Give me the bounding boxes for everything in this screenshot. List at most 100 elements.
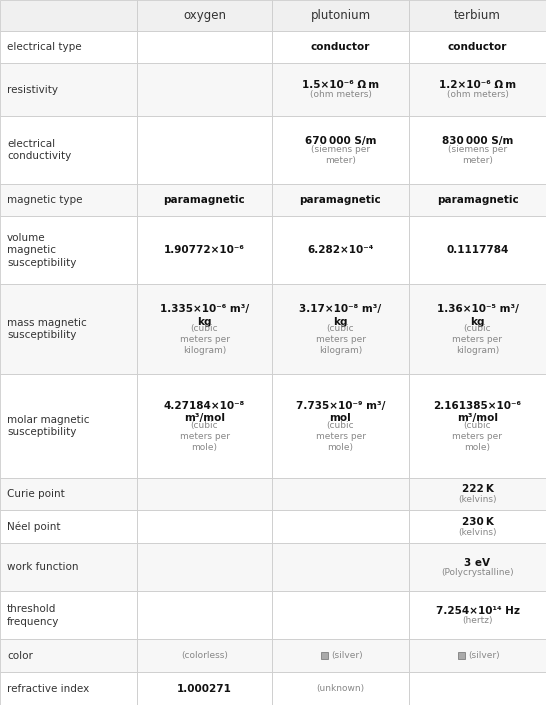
Text: terbium: terbium bbox=[454, 8, 501, 22]
Text: 222 K: 222 K bbox=[461, 484, 494, 494]
Text: paramagnetic: paramagnetic bbox=[437, 195, 518, 205]
Bar bbox=[137, 639, 272, 672]
Text: 230 K: 230 K bbox=[461, 517, 494, 527]
Bar bbox=[409, 30, 546, 63]
Text: refractive index: refractive index bbox=[7, 684, 89, 694]
Bar bbox=[0, 591, 137, 639]
Text: (kelvins): (kelvins) bbox=[458, 527, 497, 537]
Bar bbox=[409, 374, 546, 478]
Bar bbox=[137, 672, 272, 705]
Bar bbox=[409, 284, 546, 374]
Bar bbox=[272, 183, 409, 216]
Bar bbox=[321, 652, 328, 659]
Text: 6.282×10⁻⁴: 6.282×10⁻⁴ bbox=[307, 245, 373, 255]
Bar bbox=[0, 544, 137, 591]
Text: work function: work function bbox=[7, 563, 79, 572]
Text: (cubic
meters per
mole): (cubic meters per mole) bbox=[316, 421, 365, 452]
Text: 1.36×10⁻⁵ m³/
kg: 1.36×10⁻⁵ m³/ kg bbox=[437, 304, 519, 326]
Bar bbox=[0, 510, 137, 544]
Bar bbox=[409, 63, 546, 116]
Text: (silver): (silver) bbox=[468, 651, 500, 661]
Text: color: color bbox=[7, 651, 33, 661]
Bar bbox=[137, 510, 272, 544]
Text: (ohm meters): (ohm meters) bbox=[447, 90, 508, 99]
Text: conductor: conductor bbox=[448, 42, 507, 52]
Bar bbox=[0, 116, 137, 183]
Bar bbox=[272, 0, 409, 30]
Bar bbox=[137, 478, 272, 510]
Bar bbox=[409, 183, 546, 216]
Bar bbox=[272, 591, 409, 639]
Bar bbox=[137, 591, 272, 639]
Bar bbox=[409, 672, 546, 705]
Text: (cubic
meters per
mole): (cubic meters per mole) bbox=[453, 421, 502, 452]
Text: volume
magnetic
susceptibility: volume magnetic susceptibility bbox=[7, 233, 76, 268]
Bar bbox=[409, 639, 546, 672]
Bar bbox=[0, 478, 137, 510]
Text: (cubic
meters per
kilogram): (cubic meters per kilogram) bbox=[316, 324, 365, 355]
Text: (silver): (silver) bbox=[331, 651, 363, 661]
Bar bbox=[0, 639, 137, 672]
Bar bbox=[272, 374, 409, 478]
Text: 1.5×10⁻⁶ Ω m: 1.5×10⁻⁶ Ω m bbox=[302, 80, 379, 90]
Bar bbox=[272, 30, 409, 63]
Bar bbox=[0, 284, 137, 374]
Bar bbox=[409, 478, 546, 510]
Text: resistivity: resistivity bbox=[7, 85, 58, 94]
Text: 4.27184×10⁻⁸
m³/mol: 4.27184×10⁻⁸ m³/mol bbox=[164, 401, 245, 423]
Bar bbox=[0, 30, 137, 63]
Text: molar magnetic
susceptibility: molar magnetic susceptibility bbox=[7, 415, 90, 437]
Bar bbox=[0, 0, 137, 30]
Bar bbox=[137, 544, 272, 591]
Bar bbox=[458, 652, 465, 659]
Text: plutonium: plutonium bbox=[311, 8, 371, 22]
Text: paramagnetic: paramagnetic bbox=[300, 195, 381, 205]
Bar bbox=[409, 216, 546, 284]
Text: 3.17×10⁻⁸ m³/
kg: 3.17×10⁻⁸ m³/ kg bbox=[299, 304, 382, 326]
Text: threshold
frequency: threshold frequency bbox=[7, 604, 60, 627]
Text: oxygen: oxygen bbox=[183, 8, 226, 22]
Text: 7.254×10¹⁴ Hz: 7.254×10¹⁴ Hz bbox=[436, 606, 519, 616]
Bar bbox=[272, 216, 409, 284]
Bar bbox=[137, 116, 272, 183]
Bar bbox=[137, 183, 272, 216]
Bar bbox=[137, 374, 272, 478]
Bar bbox=[272, 284, 409, 374]
Text: 1.000271: 1.000271 bbox=[177, 684, 232, 694]
Bar bbox=[137, 0, 272, 30]
Bar bbox=[272, 478, 409, 510]
Bar bbox=[272, 510, 409, 544]
Bar bbox=[137, 30, 272, 63]
Bar bbox=[272, 544, 409, 591]
Text: magnetic type: magnetic type bbox=[7, 195, 82, 205]
Text: (siemens per
meter): (siemens per meter) bbox=[311, 145, 370, 165]
Text: 3 eV: 3 eV bbox=[465, 558, 490, 568]
Text: 0.1117784: 0.1117784 bbox=[446, 245, 509, 255]
Bar bbox=[272, 63, 409, 116]
Text: (cubic
meters per
kilogram): (cubic meters per kilogram) bbox=[453, 324, 502, 355]
Text: conductor: conductor bbox=[311, 42, 370, 52]
Bar bbox=[409, 0, 546, 30]
Text: (cubic
meters per
kilogram): (cubic meters per kilogram) bbox=[180, 324, 229, 355]
Text: (cubic
meters per
mole): (cubic meters per mole) bbox=[180, 421, 229, 452]
Bar bbox=[272, 116, 409, 183]
Bar bbox=[409, 591, 546, 639]
Text: 1.90772×10⁻⁶: 1.90772×10⁻⁶ bbox=[164, 245, 245, 255]
Text: 2.161385×10⁻⁶
m³/mol: 2.161385×10⁻⁶ m³/mol bbox=[434, 401, 521, 423]
Bar bbox=[409, 544, 546, 591]
Bar bbox=[272, 639, 409, 672]
Text: (kelvins): (kelvins) bbox=[458, 495, 497, 504]
Text: (unknown): (unknown) bbox=[317, 684, 365, 693]
Bar bbox=[409, 510, 546, 544]
Text: 1.2×10⁻⁶ Ω m: 1.2×10⁻⁶ Ω m bbox=[439, 80, 516, 90]
Text: (ohm meters): (ohm meters) bbox=[310, 90, 371, 99]
Bar bbox=[0, 374, 137, 478]
Bar bbox=[272, 672, 409, 705]
Text: paramagnetic: paramagnetic bbox=[164, 195, 245, 205]
Text: 7.735×10⁻⁹ m³/
mol: 7.735×10⁻⁹ m³/ mol bbox=[296, 401, 385, 423]
Bar bbox=[0, 63, 137, 116]
Bar bbox=[137, 284, 272, 374]
Text: 1.335×10⁻⁶ m³/
kg: 1.335×10⁻⁶ m³/ kg bbox=[160, 304, 249, 326]
Bar bbox=[137, 216, 272, 284]
Bar bbox=[0, 183, 137, 216]
